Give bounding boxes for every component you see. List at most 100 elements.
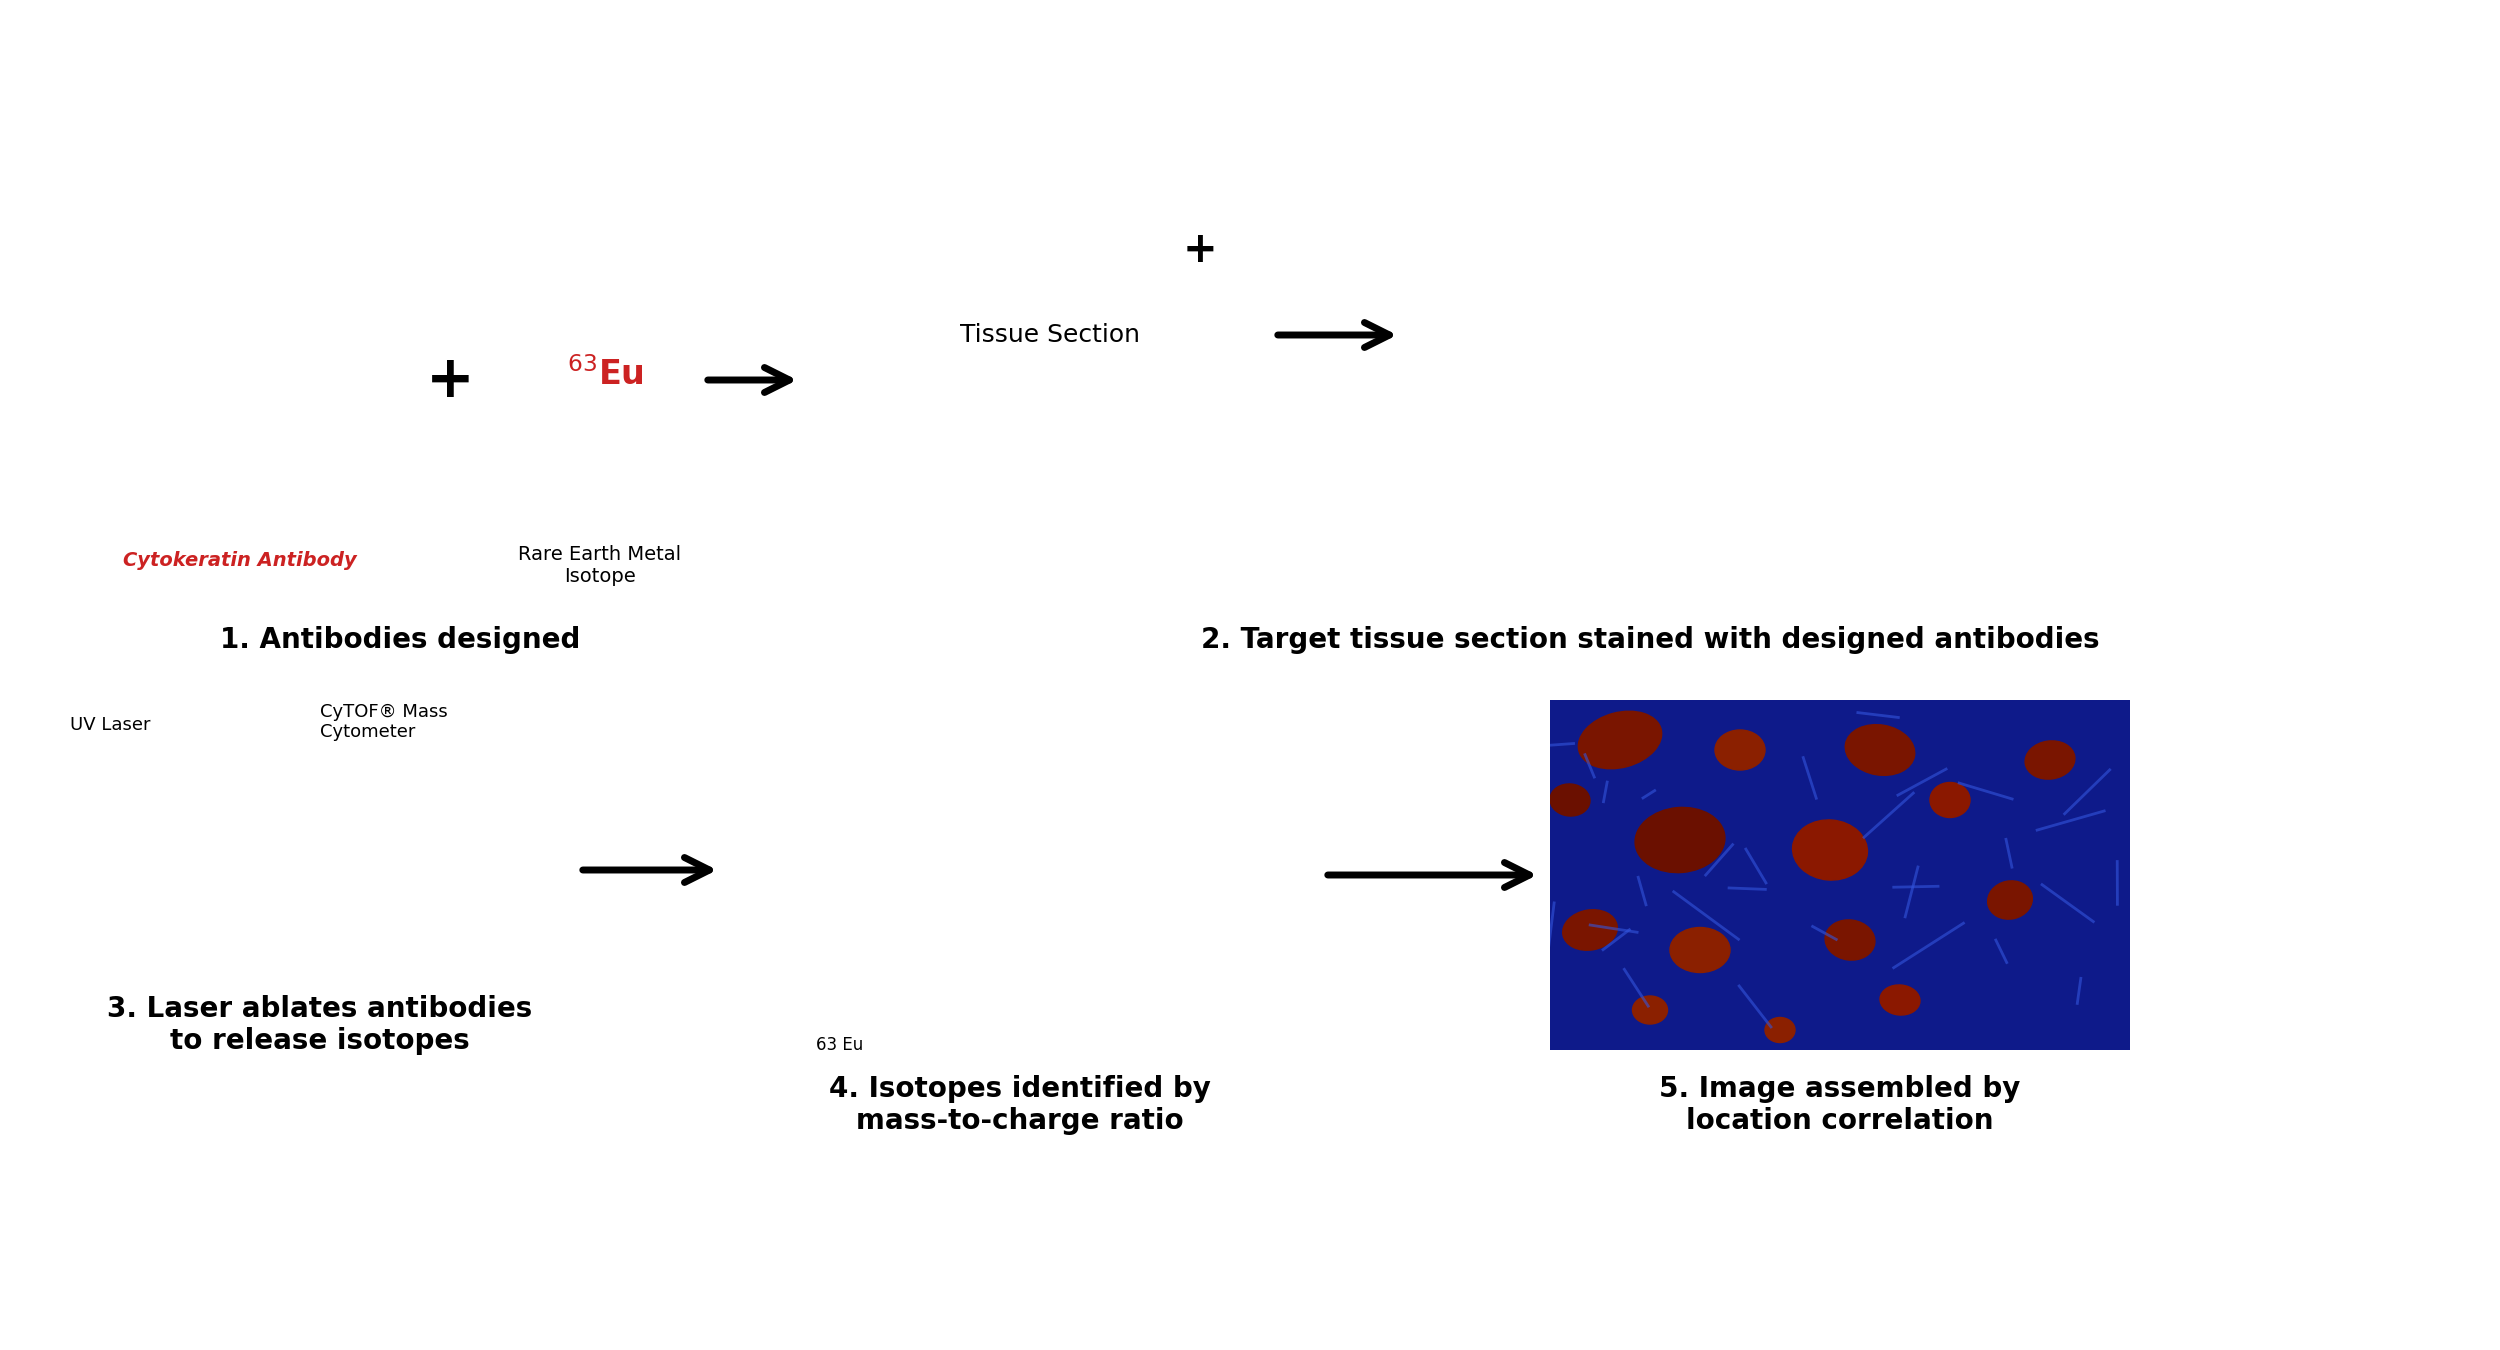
Circle shape xyxy=(1685,223,1695,231)
Polygon shape xyxy=(1345,181,1358,194)
Polygon shape xyxy=(1688,387,1692,393)
Polygon shape xyxy=(328,883,332,888)
Ellipse shape xyxy=(1550,784,1590,815)
Ellipse shape xyxy=(1765,1018,1795,1042)
FancyBboxPatch shape xyxy=(1550,701,2130,1050)
Circle shape xyxy=(1745,252,1755,261)
Ellipse shape xyxy=(1635,807,1725,872)
FancyBboxPatch shape xyxy=(100,778,165,963)
Circle shape xyxy=(260,775,270,782)
Circle shape xyxy=(1555,373,1565,381)
Polygon shape xyxy=(1062,181,1075,194)
Polygon shape xyxy=(1538,238,1542,243)
Circle shape xyxy=(1358,147,1382,171)
FancyBboxPatch shape xyxy=(2030,235,2060,435)
Polygon shape xyxy=(1548,387,1552,393)
Ellipse shape xyxy=(1792,819,1868,880)
Polygon shape xyxy=(288,894,292,898)
Polygon shape xyxy=(1618,367,1622,373)
Circle shape xyxy=(1198,147,1222,171)
Circle shape xyxy=(295,706,325,734)
Polygon shape xyxy=(1608,278,1612,282)
Polygon shape xyxy=(308,794,312,798)
Polygon shape xyxy=(1498,378,1502,383)
Polygon shape xyxy=(208,883,212,888)
Text: 63 Eu: 63 Eu xyxy=(818,1035,862,1054)
Polygon shape xyxy=(272,788,278,794)
Ellipse shape xyxy=(1825,919,1875,960)
Polygon shape xyxy=(198,798,202,803)
Polygon shape xyxy=(1558,238,1562,243)
Polygon shape xyxy=(1778,378,1782,383)
Circle shape xyxy=(255,721,285,749)
Circle shape xyxy=(385,747,415,774)
Polygon shape xyxy=(1708,387,1713,393)
Circle shape xyxy=(275,879,285,887)
FancyBboxPatch shape xyxy=(100,775,550,965)
Text: +: + xyxy=(1182,230,1218,271)
Ellipse shape xyxy=(1988,880,2032,919)
Ellipse shape xyxy=(2025,741,2075,779)
Polygon shape xyxy=(1758,267,1762,273)
Circle shape xyxy=(1695,373,1705,381)
Text: 1. Antibodies designed: 1. Antibodies designed xyxy=(220,626,580,653)
Polygon shape xyxy=(1468,258,1472,263)
Text: 2. Target tissue section stained with designed antibodies: 2. Target tissue section stained with de… xyxy=(1200,626,2100,653)
Circle shape xyxy=(1875,373,1885,381)
Polygon shape xyxy=(302,171,365,235)
Text: 4. Isotopes identified by
mass-to-charge ratio: 4. Isotopes identified by mass-to-charge… xyxy=(830,1075,1210,1135)
Polygon shape xyxy=(408,894,412,898)
Polygon shape xyxy=(250,219,312,284)
Text: +: + xyxy=(425,351,475,409)
Circle shape xyxy=(415,730,445,759)
Circle shape xyxy=(375,703,405,732)
Ellipse shape xyxy=(1930,783,1970,818)
Ellipse shape xyxy=(1880,986,1920,1015)
Polygon shape xyxy=(1185,181,1198,194)
Polygon shape xyxy=(388,894,392,898)
Polygon shape xyxy=(1025,181,1038,194)
Text: $^{63}$Eu: $^{63}$Eu xyxy=(568,358,642,393)
Text: Rare Earth Metal
Isotope: Rare Earth Metal Isotope xyxy=(518,544,683,586)
Polygon shape xyxy=(268,894,272,898)
Polygon shape xyxy=(1488,258,1492,263)
Circle shape xyxy=(315,779,325,787)
Polygon shape xyxy=(348,883,352,888)
FancyBboxPatch shape xyxy=(730,701,1310,1050)
Text: 3. Laser ablates antibodies
to release isotopes: 3. Laser ablates antibodies to release i… xyxy=(107,995,532,1056)
Polygon shape xyxy=(328,794,332,798)
Polygon shape xyxy=(253,788,258,794)
Circle shape xyxy=(335,869,345,878)
FancyBboxPatch shape xyxy=(860,250,1240,420)
Polygon shape xyxy=(1848,267,1852,273)
Ellipse shape xyxy=(1670,927,1730,972)
Circle shape xyxy=(1615,262,1625,271)
Text: CyTOF® Mass
Cytometer: CyTOF® Mass Cytometer xyxy=(320,702,448,741)
Polygon shape xyxy=(1698,238,1703,243)
Circle shape xyxy=(445,711,475,738)
Ellipse shape xyxy=(1715,730,1765,769)
Circle shape xyxy=(215,869,225,878)
Circle shape xyxy=(1625,352,1635,360)
Polygon shape xyxy=(1638,367,1642,373)
Circle shape xyxy=(1545,223,1555,231)
Circle shape xyxy=(1765,362,1775,371)
Polygon shape xyxy=(1968,367,1972,373)
Circle shape xyxy=(1485,362,1495,371)
Circle shape xyxy=(1038,147,1062,171)
Circle shape xyxy=(1475,243,1485,251)
Polygon shape xyxy=(168,219,230,284)
Text: Tissue Section: Tissue Section xyxy=(960,323,1140,347)
Polygon shape xyxy=(228,883,232,888)
Polygon shape xyxy=(1678,238,1682,243)
Polygon shape xyxy=(217,798,222,803)
Polygon shape xyxy=(115,171,178,235)
Polygon shape xyxy=(1222,181,1235,194)
Polygon shape xyxy=(1383,181,1395,194)
Circle shape xyxy=(1975,352,1985,360)
Text: 5. Image assembled by
location correlation: 5. Image assembled by location correlati… xyxy=(1660,1075,2020,1135)
FancyBboxPatch shape xyxy=(1240,255,1270,414)
Ellipse shape xyxy=(1562,910,1618,950)
Text: UV Laser: UV Laser xyxy=(70,716,150,734)
Polygon shape xyxy=(1737,267,1742,273)
